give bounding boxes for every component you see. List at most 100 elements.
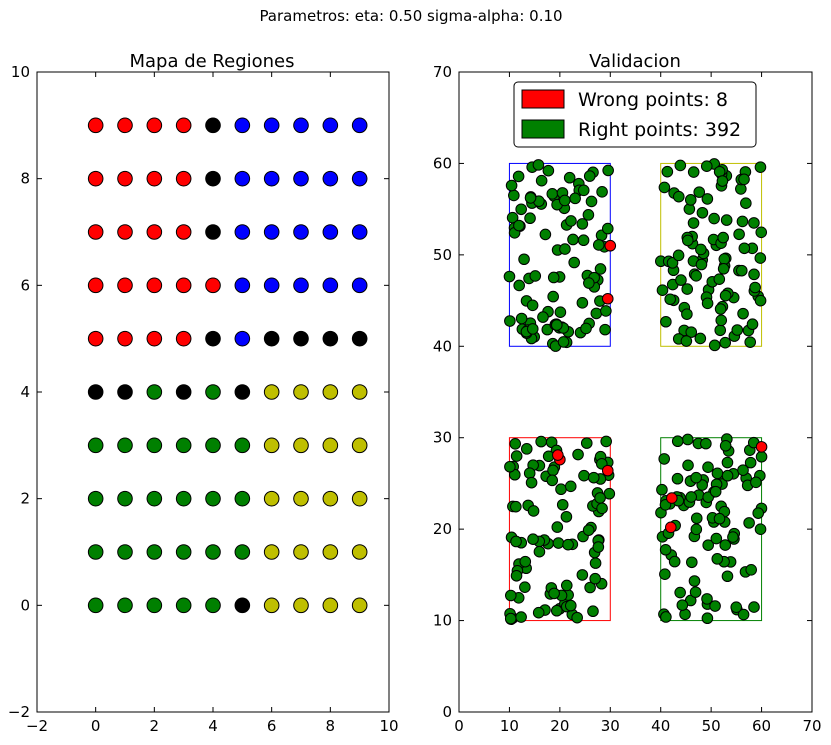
right-point: [556, 498, 569, 511]
map-point: [263, 117, 280, 134]
x-tick-label: 10: [500, 717, 519, 735]
right-point: [510, 535, 522, 548]
map-point: [175, 544, 192, 560]
right-point: [748, 268, 760, 281]
right-point: [589, 557, 602, 569]
chart-title: Validacion: [589, 51, 681, 72]
right-point: [577, 184, 590, 197]
right-point: [714, 324, 727, 337]
right-point: [744, 336, 757, 348]
right-point: [660, 315, 672, 328]
right-point: [744, 456, 757, 469]
right-point: [676, 599, 689, 611]
right-point: [735, 264, 748, 277]
right-point: [659, 568, 671, 580]
right-point: [590, 307, 603, 320]
map-point: [175, 597, 192, 614]
map-point: [205, 490, 221, 507]
right-point: [666, 257, 679, 269]
map-point: [234, 277, 251, 294]
right-point: [547, 464, 559, 477]
right-point: [695, 258, 708, 271]
right-point: [690, 270, 702, 282]
right-point: [504, 612, 517, 625]
right-point: [551, 319, 563, 331]
map-point: [293, 437, 309, 454]
map-point: [87, 384, 104, 400]
map-point: [234, 224, 251, 240]
x-tick-label: 0: [454, 717, 464, 735]
map-point: [175, 384, 192, 400]
right-point: [708, 339, 721, 352]
map-point: [234, 544, 251, 560]
right-point: [513, 219, 525, 232]
map-point: [263, 224, 280, 240]
right-point: [515, 312, 528, 325]
map-point: [87, 544, 104, 560]
map-point: [322, 224, 339, 240]
right-point: [671, 472, 684, 485]
right-point: [587, 605, 599, 618]
map-point: [263, 277, 280, 294]
x-tick-label: 50: [702, 717, 721, 735]
right-point: [537, 311, 549, 323]
right-point: [594, 492, 606, 504]
right-point: [689, 586, 702, 598]
right-point: [512, 170, 525, 183]
right-point: [736, 215, 749, 228]
map-point: [263, 170, 280, 187]
y-tick-label: 40: [433, 337, 452, 355]
right-point: [718, 253, 731, 265]
right-point: [672, 190, 685, 203]
right-point: [721, 570, 734, 583]
map-point: [263, 437, 280, 454]
map-point: [117, 597, 133, 614]
right-point: [577, 234, 590, 247]
map-point: [263, 384, 280, 400]
wrong-point: [601, 292, 614, 305]
right-point: [587, 471, 600, 484]
right-point: [532, 606, 545, 619]
right-point: [510, 569, 523, 582]
right-point: [695, 243, 707, 256]
right-point: [525, 476, 538, 489]
map-point: [146, 544, 163, 560]
map-point: [87, 277, 104, 294]
wrong-point: [604, 239, 617, 252]
map-point: [322, 490, 339, 507]
x-tick-label: −2: [26, 717, 48, 735]
map-point: [263, 330, 280, 347]
map-point: [322, 437, 339, 454]
right-point: [509, 437, 522, 450]
right-point: [694, 332, 707, 345]
right-point: [680, 335, 693, 347]
right-point: [701, 593, 713, 605]
right-point: [717, 231, 729, 244]
y-tick-label: 10: [433, 612, 452, 630]
wrong-point: [552, 449, 564, 461]
map-point: [234, 170, 251, 187]
y-tick-label: 50: [433, 246, 452, 264]
map-point: [234, 597, 251, 614]
map-point: [146, 277, 163, 294]
right-point: [743, 517, 755, 529]
y-tick-label: 2: [20, 490, 30, 508]
right-point: [527, 533, 539, 546]
map-point: [351, 437, 368, 454]
right-point: [719, 336, 732, 349]
x-tick-label: 0: [91, 717, 101, 735]
map-point: [117, 490, 133, 507]
right-point: [713, 512, 726, 525]
map-point: [175, 490, 192, 507]
right-point: [520, 443, 533, 455]
right-point: [687, 217, 700, 229]
x-tick-label: 70: [802, 717, 821, 735]
map-point: [205, 330, 221, 347]
map-point: [117, 117, 133, 134]
map-point: [293, 117, 309, 134]
right-point: [721, 469, 734, 482]
right-point: [714, 303, 727, 315]
right-point: [711, 467, 724, 480]
right-point: [738, 173, 750, 186]
